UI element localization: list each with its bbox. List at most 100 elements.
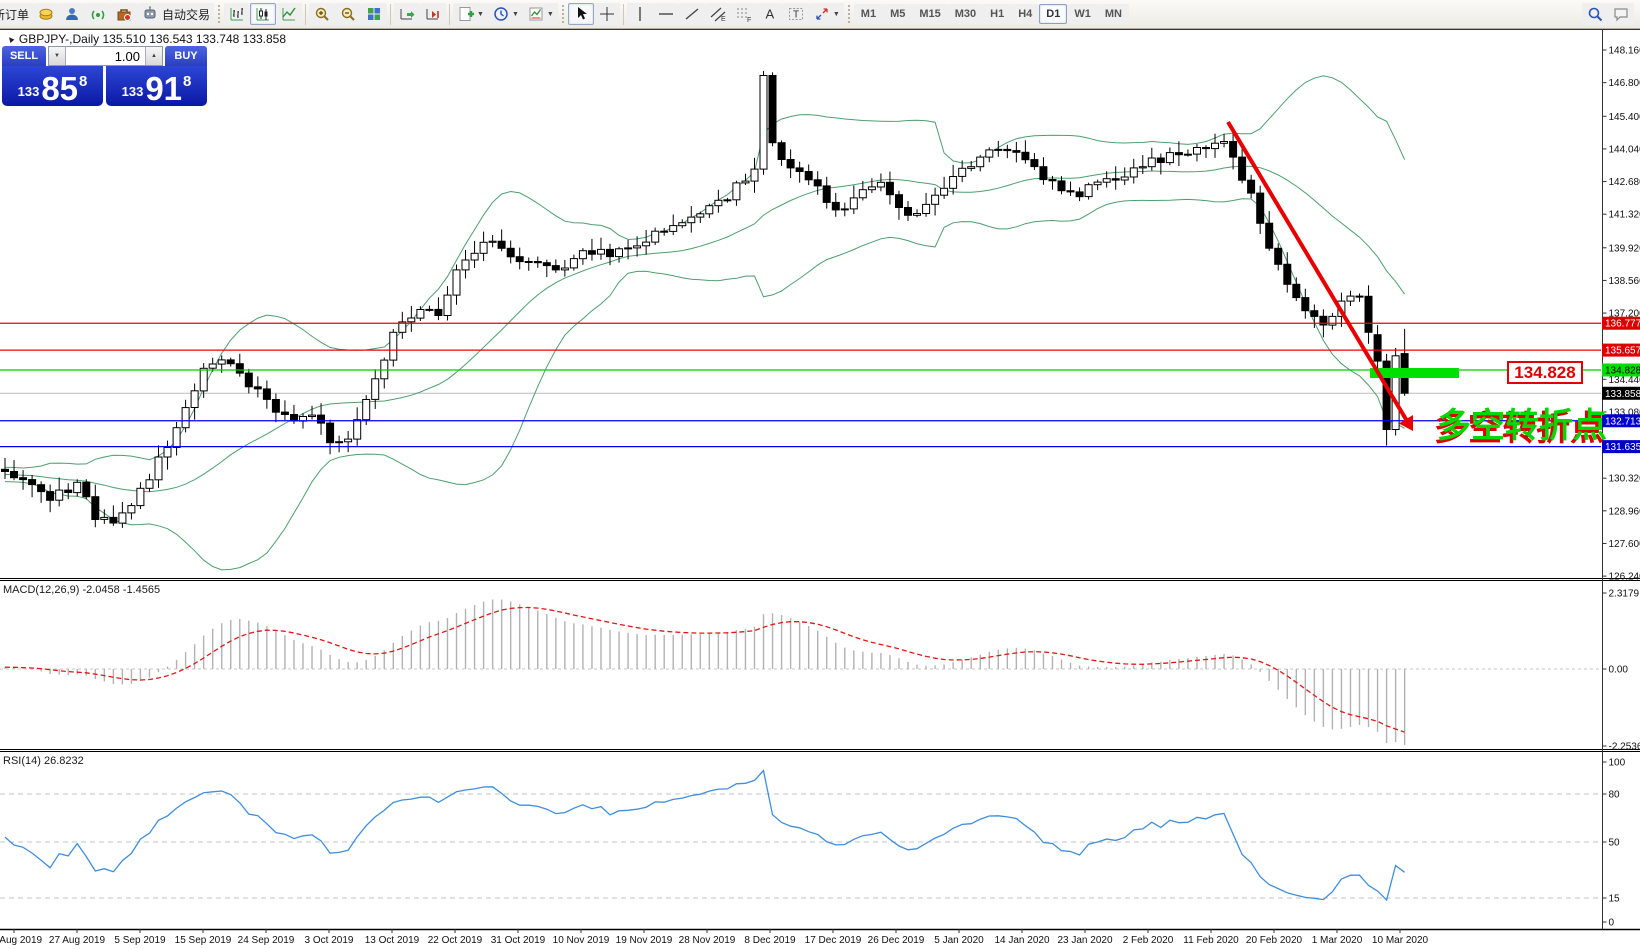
svg-text:138.560: 138.560 [1609, 276, 1640, 287]
svg-text:10 Nov 2019: 10 Nov 2019 [553, 935, 610, 946]
svg-text:130.320: 130.320 [1609, 474, 1640, 485]
arrows-dropdown[interactable]: ▼ [808, 3, 844, 25]
svg-text:131.635: 131.635 [1605, 442, 1640, 453]
autotrading-button[interactable]: 自动交易 [137, 3, 215, 25]
svg-text:142.680: 142.680 [1609, 177, 1640, 188]
svg-text:11 Feb 2020: 11 Feb 2020 [1183, 935, 1239, 946]
svg-text:31 Oct 2019: 31 Oct 2019 [491, 935, 546, 946]
tf-h4[interactable]: H4 [1011, 4, 1040, 24]
svg-text:100: 100 [1609, 758, 1626, 769]
gold-coins-icon[interactable] [33, 3, 60, 25]
svg-text:20 Feb 2020: 20 Feb 2020 [1246, 935, 1303, 946]
signal-icon[interactable] [85, 3, 112, 25]
chevron-down-icon: ▼ [832, 10, 840, 18]
sell-tab[interactable]: SELL [2, 46, 46, 66]
turning-point-annotation[interactable]: 多空转折点 [1437, 407, 1607, 445]
svg-text:141.320: 141.320 [1609, 210, 1640, 221]
new-order-button[interactable]: 新订单 [0, 3, 34, 25]
svg-text:23 Jan 2020: 23 Jan 2020 [1057, 935, 1112, 946]
svg-text:27 Aug 2019: 27 Aug 2019 [49, 935, 106, 946]
svg-text:26 Dec 2019: 26 Dec 2019 [868, 935, 925, 946]
tf-d1[interactable]: D1 [1039, 4, 1068, 24]
line-chart-type-icon[interactable] [276, 3, 303, 25]
sell-price-button[interactable]: 133 85 8 [2, 66, 103, 106]
price-annotation-box[interactable]: 134.828 [1507, 361, 1583, 384]
tf-mn[interactable]: MN [1097, 4, 1129, 24]
svg-text:80: 80 [1609, 790, 1621, 801]
svg-text:2.3179: 2.3179 [1609, 589, 1640, 600]
zoom-out-icon[interactable] [335, 3, 362, 25]
svg-text:1 Mar 2020: 1 Mar 2020 [1312, 935, 1363, 946]
svg-text:19 Nov 2019: 19 Nov 2019 [616, 935, 673, 946]
tf-m1[interactable]: M1 [853, 4, 884, 24]
svg-text:128.960: 128.960 [1609, 506, 1640, 517]
highlight-band [1370, 368, 1459, 378]
svg-text:14 Jan 2020: 14 Jan 2020 [994, 935, 1049, 946]
one-click-trading-panel: SELL ▼ 1.00 ▲ BUY 133 85 8 133 91 8 [2, 46, 207, 106]
chat-bubble-icon[interactable] [1608, 3, 1634, 25]
buy-tab[interactable]: BUY [165, 46, 207, 66]
equidistant-channel-tool[interactable]: E [704, 3, 731, 25]
svg-text:133.858: 133.858 [1605, 389, 1640, 400]
trendline-tool[interactable] [678, 3, 705, 25]
bid-whole: 133 [17, 84, 40, 99]
templates-dropdown[interactable]: ▼ [522, 3, 558, 25]
tf-h1[interactable]: H1 [983, 4, 1012, 24]
candlestick-chart-type-icon[interactable] [250, 3, 277, 25]
operator-person-icon[interactable] [59, 3, 86, 25]
svg-text:127.600: 127.600 [1609, 539, 1640, 550]
tf-m15[interactable]: M15 [912, 4, 948, 24]
svg-text:126.240: 126.240 [1609, 572, 1640, 583]
svg-text:139.920: 139.920 [1609, 243, 1640, 254]
vertical-line-tool[interactable] [626, 3, 653, 25]
fibo-letter: F [747, 17, 751, 23]
chevron-down-icon: ▼ [477, 10, 484, 18]
text-tool[interactable]: A [756, 3, 783, 25]
svg-text:50: 50 [1609, 838, 1621, 849]
tf-m30[interactable]: M30 [947, 4, 984, 24]
time-axis: 18 Aug 2019 27 Aug 2019 5 Sep 2019 15 Sep 2… [0, 929, 1429, 946]
horizontal-line-tool[interactable] [652, 3, 679, 25]
text-label-tool[interactable]: T [782, 3, 809, 25]
tf-w1[interactable]: W1 [1067, 4, 1098, 24]
toolbar-grip[interactable] [217, 4, 223, 24]
price-axis: 148.160 146.800 145.400 144.040 142.680 141.3… [1602, 46, 1640, 583]
volume-down-icon[interactable]: ▼ [49, 47, 66, 65]
svg-text:148.160: 148.160 [1609, 46, 1640, 57]
symbol-title: ▲ GBPJPY-,Daily 135.510 136.543 133.748 … [3, 32, 287, 46]
volume-stepper[interactable]: ▼ 1.00 ▲ [48, 46, 163, 66]
periods-dropdown[interactable]: ▼ [487, 3, 523, 25]
svg-text:2 Feb 2020: 2 Feb 2020 [1123, 935, 1174, 946]
tf-m5[interactable]: M5 [883, 4, 913, 24]
svg-text:10 Mar 2020: 10 Mar 2020 [1372, 935, 1429, 946]
svg-text:24 Sep 2019: 24 Sep 2019 [238, 935, 295, 946]
indicators-dropdown[interactable]: ▼ [453, 3, 488, 25]
svg-text:17 Dec 2019: 17 Dec 2019 [805, 935, 862, 946]
cursor-tool[interactable] [567, 3, 594, 25]
horizontal-lines [0, 322, 1601, 448]
chart-shift-icon[interactable] [420, 3, 447, 25]
zoom-in-icon[interactable] [309, 3, 336, 25]
search-icon[interactable] [1582, 3, 1608, 25]
bar-chart-type-icon[interactable] [224, 3, 251, 25]
svg-text:15: 15 [1609, 894, 1621, 905]
main-toolbar: 新订单 自动交易 ▼ [0, 0, 1640, 29]
volume-up-icon[interactable]: ▲ [145, 47, 162, 65]
auto-scroll-icon[interactable] [394, 3, 421, 25]
price-tags: 136.777 135.657 134.828 133.858 132.713 131.6… [1602, 316, 1640, 454]
crosshair-tool[interactable] [593, 3, 620, 25]
svg-text:3 Oct 2019: 3 Oct 2019 [305, 935, 354, 946]
svg-text:137.200: 137.200 [1609, 309, 1640, 320]
svg-text:144.040: 144.040 [1609, 144, 1640, 155]
ask-whole: 133 [121, 84, 144, 99]
news-bag-icon[interactable] [111, 3, 138, 25]
toolbar-grip[interactable] [846, 4, 852, 24]
toolbar-grip[interactable] [560, 4, 566, 24]
fibonacci-tool[interactable]: F [730, 3, 757, 25]
rsi-label: RSI(14) 26.8232 [3, 755, 84, 767]
tile-windows-icon[interactable] [361, 3, 388, 25]
candles-layer [1, 70, 1409, 528]
volume-value[interactable]: 1.00 [114, 48, 140, 64]
buy-price-button[interactable]: 133 91 8 [106, 66, 207, 106]
